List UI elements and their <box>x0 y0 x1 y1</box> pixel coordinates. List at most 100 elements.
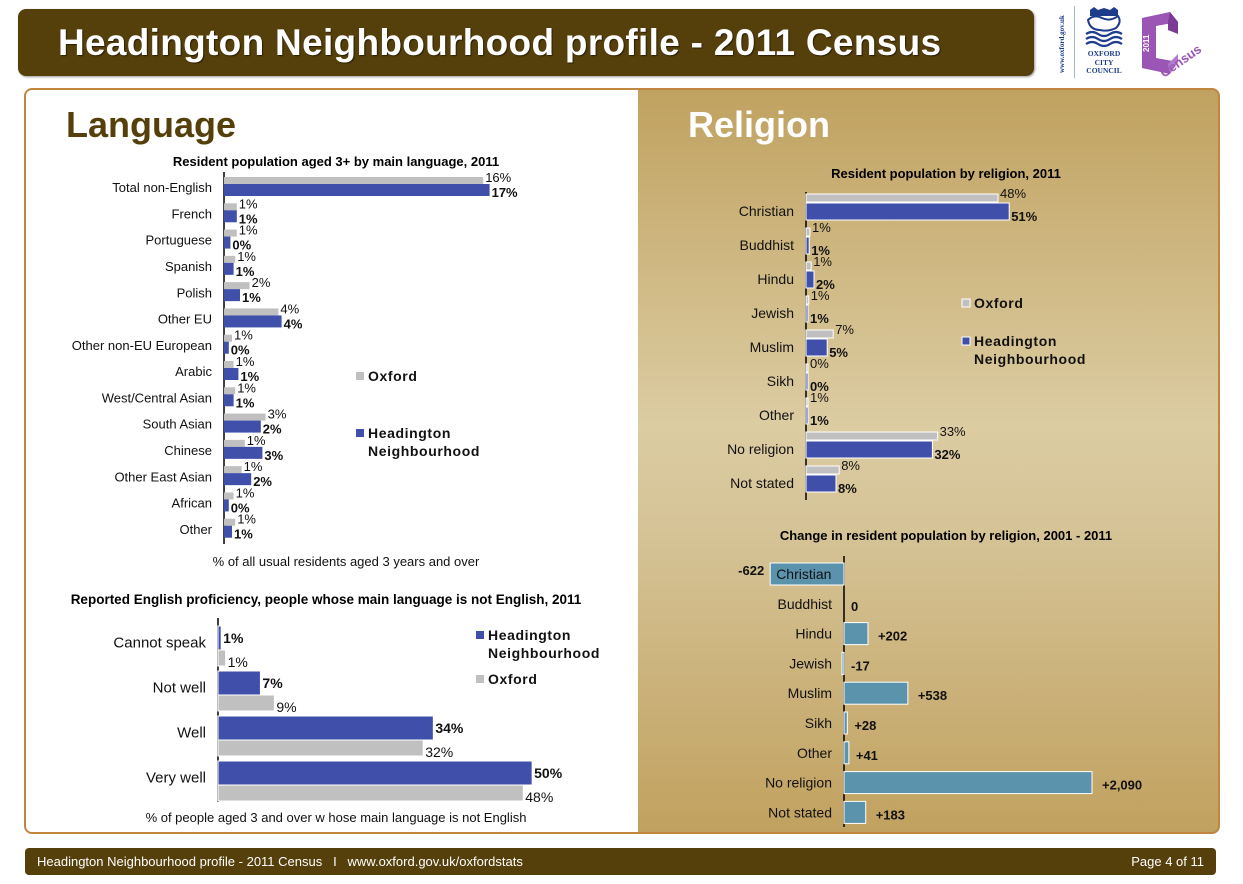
bar-oxford-arabic <box>224 361 234 368</box>
category-label-other: Other <box>759 407 794 423</box>
title-bar: Headington Neighbourhood profile - 2011 … <box>18 9 1034 76</box>
data-label-oxford-other-east-asian: 1% <box>244 459 263 474</box>
data-label-headington-neighbourhood-hindu: 2% <box>816 277 835 292</box>
data-label-oxford-french: 1% <box>239 196 258 211</box>
page-number: Page 4 of 11 <box>1131 854 1204 869</box>
category-label-jewish: Jewish <box>751 305 794 321</box>
bar-headington-neighbourhood-muslim <box>805 338 828 357</box>
category-label-other-eu: Other EU <box>158 312 212 327</box>
category-label-other-east-asian: Other East Asian <box>114 469 212 484</box>
bar-oxford-other-eu <box>224 308 279 316</box>
bar-headington-neighbourhood-portuguese <box>224 236 231 249</box>
bar-change-christian <box>769 562 845 586</box>
data-label-oxford-not-well: 9% <box>276 699 296 715</box>
bar-oxford-hindu <box>805 261 812 271</box>
legend-swatch-headington-neighbourhood <box>356 429 364 437</box>
data-label-headington-neighbourhood-cannot-speak: 1% <box>223 630 244 646</box>
chart-title: Reported English proficiency, people who… <box>71 592 582 607</box>
category-label-muslim: Muslim <box>788 685 832 701</box>
logos: www.oxford.gov.uk OXFORD CITY COUNCIL 20… <box>1050 4 1240 82</box>
bar-oxford-chinese <box>224 439 245 447</box>
bar-oxford-spanish <box>224 255 236 263</box>
data-label-headington-neighbourhood-south-asian: 2% <box>263 422 282 437</box>
data-label-hindu: +202 <box>878 629 907 644</box>
data-label-oxford-very-well: 48% <box>525 789 553 805</box>
data-label-headington-neighbourhood-african: 0% <box>231 500 250 515</box>
bar-oxford-very-well <box>217 784 524 802</box>
data-label-headington-neighbourhood-arabic: 1% <box>240 369 259 384</box>
bar-headington-neighbourhood-very-well <box>217 760 533 786</box>
bar-oxford-total-non-english <box>224 177 484 184</box>
category-label-chinese: Chinese <box>164 443 212 458</box>
data-label-jewish: -17 <box>851 658 870 673</box>
data-label-headington-neighbourhood-muslim: 5% <box>829 345 848 360</box>
category-label-arabic: Arabic <box>175 364 212 379</box>
category-label-other-non-eu-european: Other non-EU European <box>72 338 212 353</box>
footer-text: Headington Neighbourhood profile - 2011 … <box>37 854 523 869</box>
bar-headington-neighbourhood-buddhist <box>805 236 810 255</box>
x-axis-label: % of all usual residents aged 3 years an… <box>213 554 480 569</box>
data-label-oxford-other: 1% <box>237 512 256 527</box>
data-label-oxford-polish: 2% <box>252 275 271 290</box>
bar-headington-neighbourhood-sikh <box>805 372 809 391</box>
data-label-headington-neighbourhood-other: 1% <box>810 413 829 428</box>
category-label-cannot-speak: Cannot speak <box>113 635 206 652</box>
legend-label-headington-neighbourhood-line2: Neighbourhood <box>974 351 1086 367</box>
proficiency-chart: Reported English proficiency, people who… <box>71 592 600 825</box>
census-logo-icon: 2011 Census <box>1142 12 1204 80</box>
bar-headington-neighbourhood-cannot-speak <box>217 625 222 651</box>
legend-label-oxford: Oxford <box>488 671 538 687</box>
bar-headington-neighbourhood-chinese <box>224 446 263 459</box>
data-label-headington-neighbourhood-other-non-eu-european: 0% <box>231 343 250 358</box>
bar-headington-neighbourhood-spanish <box>224 262 234 275</box>
data-label-oxford-no-religion: 33% <box>940 424 966 439</box>
data-label-headington-neighbourhood-no-religion: 32% <box>934 447 960 462</box>
language-panel <box>26 90 638 832</box>
bar-oxford-portuguese <box>224 229 237 237</box>
data-label-oxford-hindu: 1% <box>813 254 832 269</box>
legend-label-headington-neighbourhood: Headington <box>488 627 571 643</box>
data-label-headington-neighbourhood-other: 1% <box>234 527 253 542</box>
category-label-other: Other <box>179 522 212 537</box>
legend-swatch-headington-neighbourhood <box>476 631 484 639</box>
data-label-oxford-total-non-english: 16% <box>485 170 511 185</box>
data-label-oxford-muslim: 7% <box>835 322 854 337</box>
data-label-headington-neighbourhood-very-well: 50% <box>534 765 563 781</box>
category-label-not-well: Not well <box>153 680 206 697</box>
data-label-buddhist: 0 <box>851 599 858 614</box>
category-label-very-well: Very well <box>146 770 206 787</box>
bar-oxford-african <box>224 492 234 500</box>
bar-oxford-other <box>805 397 809 407</box>
category-label-no-religion: No religion <box>727 441 794 457</box>
bar-change-sikh <box>843 711 848 735</box>
bar-headington-neighbourhood-other-east-asian <box>224 473 252 486</box>
category-label-french: French <box>172 206 212 221</box>
bar-change-muslim <box>843 681 909 705</box>
bar-oxford-jewish <box>805 295 810 305</box>
category-label-south-asian: South Asian <box>143 417 212 432</box>
religion-change-chart: Change in resident population by religio… <box>738 528 1142 827</box>
data-label-oxford-buddhist: 1% <box>812 220 831 235</box>
data-label-headington-neighbourhood-buddhist: 1% <box>811 243 830 258</box>
logo-divider <box>1074 6 1075 78</box>
data-label-oxford-african: 1% <box>236 485 255 500</box>
legend-swatch-oxford <box>476 675 484 683</box>
bar-change-not-stated <box>843 800 867 824</box>
bar-headington-neighbourhood-arabic <box>224 368 239 380</box>
bar-oxford-cannot-speak <box>217 649 227 667</box>
bar-oxford-west-central-asian <box>224 387 236 395</box>
bar-headington-neighbourhood-hindu <box>805 270 815 289</box>
bar-headington-neighbourhood-other <box>805 406 809 425</box>
data-label-oxford-arabic: 1% <box>236 354 255 369</box>
data-label-oxford-south-asian: 3% <box>268 407 287 422</box>
bar-headington-neighbourhood-west-central-asian <box>224 394 234 407</box>
oxford-crest-icon <box>1085 7 1123 48</box>
language-heading: Language <box>66 104 237 145</box>
data-label-headington-neighbourhood-portuguese: 0% <box>232 238 251 253</box>
bar-headington-neighbourhood-other-non-eu-european <box>224 341 229 354</box>
bar-oxford-well <box>217 739 424 757</box>
legend-swatch-oxford <box>356 372 364 380</box>
bar-headington-neighbourhood-no-religion <box>805 440 933 459</box>
legend-label-headington-neighbourhood: Headington <box>974 333 1057 349</box>
data-label-oxford-cannot-speak: 1% <box>228 654 248 670</box>
